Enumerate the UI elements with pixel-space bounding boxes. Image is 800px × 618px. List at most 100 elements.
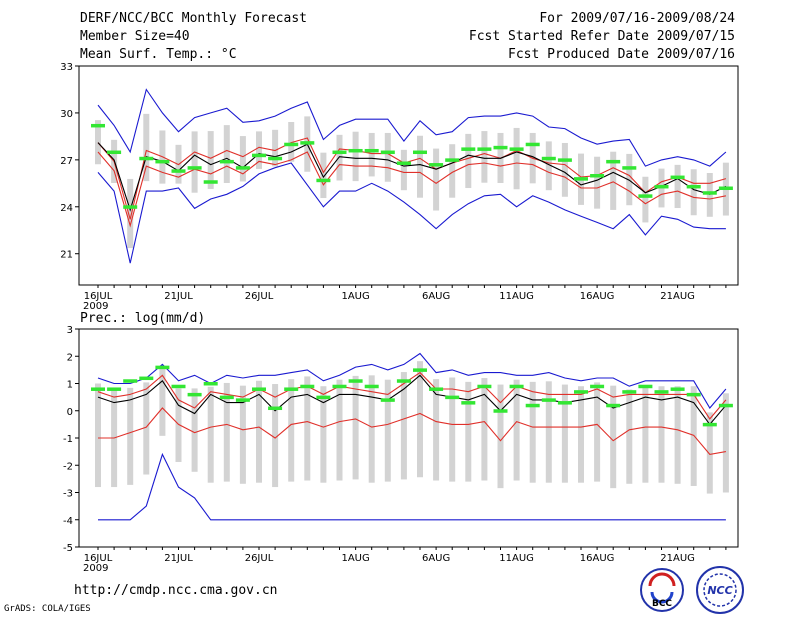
- prec-obs-23JUL: [203, 382, 218, 386]
- prec-obs-21AUG: [670, 387, 685, 391]
- prec-obs-25JUL: [235, 398, 250, 402]
- prec-obs-19JUL: [139, 376, 154, 381]
- prec-box-31JUL: [336, 379, 343, 481]
- website-url[interactable]: http://cmdp.ncc.cma.gov.cn: [74, 583, 278, 598]
- temp-box-21AUG: [674, 164, 681, 209]
- prec-box-14AUG: [561, 384, 568, 483]
- prec-obs-10AUG: [493, 409, 508, 413]
- temp-xtick-label-21JUL: 21JUL: [164, 291, 193, 302]
- temp-box-22AUG: [690, 169, 697, 216]
- prec-obs-21JUL: [171, 384, 186, 389]
- temp-obs-9AUG: [477, 147, 492, 151]
- temp-obs-18AUG: [622, 166, 637, 170]
- temp-obs-19AUG: [638, 194, 653, 198]
- prec-obs-9AUG: [477, 384, 492, 389]
- prec-box-16JUL: [95, 383, 101, 488]
- prec-box-27JUL: [272, 384, 279, 488]
- temp-box-19JUL: [143, 113, 150, 182]
- temp-obs-18JUL: [123, 205, 138, 209]
- bcc-logo-text: BCC: [652, 599, 672, 609]
- logos: BCC NCC: [640, 566, 744, 614]
- temp-line-ensemble-max: [97, 88, 727, 167]
- temp-obs-11AUG: [509, 147, 524, 151]
- bcc-logo: BCC: [640, 568, 684, 612]
- prec-ytick-label-2: 2: [67, 352, 73, 363]
- temp-box-28JUL: [288, 122, 295, 162]
- temp-obs-24JUL: [219, 159, 234, 164]
- temp-box-25JUL: [239, 136, 246, 182]
- prec-line-ensemble-min: [98, 452, 726, 521]
- temp-ytick-label-24: 24: [60, 203, 73, 214]
- prec-ytick-label-3: 3: [67, 325, 73, 336]
- temp-obs-25JUL: [235, 166, 250, 170]
- temp-obs-28JUL: [284, 142, 299, 147]
- temp-obs-19JUL: [139, 156, 154, 161]
- temp-obs-22JUL: [187, 166, 202, 170]
- prec-ytick-label--5: -5: [63, 543, 73, 554]
- prec-box-21JUL: [175, 388, 182, 462]
- ncc-logo: NCC: [696, 566, 744, 614]
- prec-box-6AUG: [433, 379, 440, 481]
- prec-xtick-label-26JUL: 26JUL: [245, 553, 274, 564]
- prec-obs-8AUG: [461, 401, 476, 405]
- temp-obs-10AUG: [493, 145, 508, 150]
- temp-box-4AUG: [400, 149, 407, 191]
- temp-box-16JUL: [95, 120, 101, 165]
- temp-box-13AUG: [545, 141, 552, 191]
- temp-box-26JUL: [256, 131, 262, 169]
- prec-obs-16AUG: [590, 384, 605, 389]
- prec-xtick-label-11AUG: 11AUG: [499, 553, 534, 564]
- temp-box-14AUG: [561, 142, 568, 197]
- temp-obs-26JUL: [252, 153, 266, 158]
- temp-obs-17AUG: [606, 159, 621, 164]
- prec-box-17AUG: [610, 385, 617, 489]
- forecast-period: For 2009/07/16-2009/08/24: [539, 11, 735, 26]
- prec-obs-29JUL: [300, 384, 315, 389]
- prec-box-30JUL: [320, 386, 327, 483]
- temp-box-17AUG: [610, 151, 617, 210]
- prec-ytick-label-0: 0: [67, 407, 73, 418]
- prec-box-20AUG: [658, 386, 665, 483]
- temp-obs-16AUG: [590, 174, 605, 178]
- temp-box-18JUL: [127, 178, 134, 249]
- temp-obs-21AUG: [670, 175, 685, 180]
- prec-obs-1AUG: [348, 379, 363, 383]
- temp-box-18AUG: [626, 153, 633, 206]
- prec-xtick-label-16JUL: 16JUL: [84, 553, 113, 564]
- temp-obs-24AUG: [718, 186, 733, 191]
- prec-box-5AUG: [417, 361, 423, 478]
- prec-xtick-label-16AUG: 16AUG: [580, 553, 615, 564]
- prec-box-18AUG: [626, 389, 633, 484]
- prec-obs-5AUG: [413, 368, 427, 372]
- prec-box-20JUL: [159, 368, 166, 436]
- temp-obs-14AUG: [557, 158, 572, 162]
- prec-xtick-label-1AUG: 1AUG: [341, 553, 369, 564]
- temp-box-22JUL: [191, 131, 198, 193]
- prec-xtick-label-21AUG: 21AUG: [660, 553, 695, 564]
- prec-box-28JUL: [288, 379, 295, 482]
- temp-obs-27JUL: [268, 156, 283, 161]
- prec-obs-26JUL: [252, 387, 266, 391]
- temp-obs-4AUG: [396, 161, 411, 165]
- temp-obs-23AUG: [702, 191, 717, 195]
- temp-ytick-label-30: 30: [60, 109, 73, 120]
- temp-xtick-label-26JUL: 26JUL: [245, 291, 274, 302]
- temp-obs-17JUL: [107, 150, 122, 155]
- temp-box-23JUL: [207, 131, 214, 189]
- temp-line-ensemble-min: [97, 162, 726, 264]
- temp-obs-15AUG: [574, 177, 588, 181]
- prec-box-13AUG: [545, 381, 552, 483]
- prec-obs-17JUL: [107, 387, 122, 391]
- forecast-produced-date: Fcst Produced Date 2009/07/16: [508, 47, 735, 62]
- prec-obs-11AUG: [509, 384, 524, 389]
- temp-box-30JUL: [320, 152, 327, 199]
- temp-obs-30JUL: [316, 178, 331, 183]
- prec-box-2AUG: [368, 375, 375, 483]
- prec-obs-6AUG: [429, 387, 444, 391]
- temp-box-2AUG: [368, 132, 375, 177]
- prec-obs-15AUG: [574, 390, 588, 394]
- temp-obs-7AUG: [445, 158, 460, 162]
- temp-box-8AUG: [465, 133, 472, 189]
- temp-box-7AUG: [449, 144, 456, 198]
